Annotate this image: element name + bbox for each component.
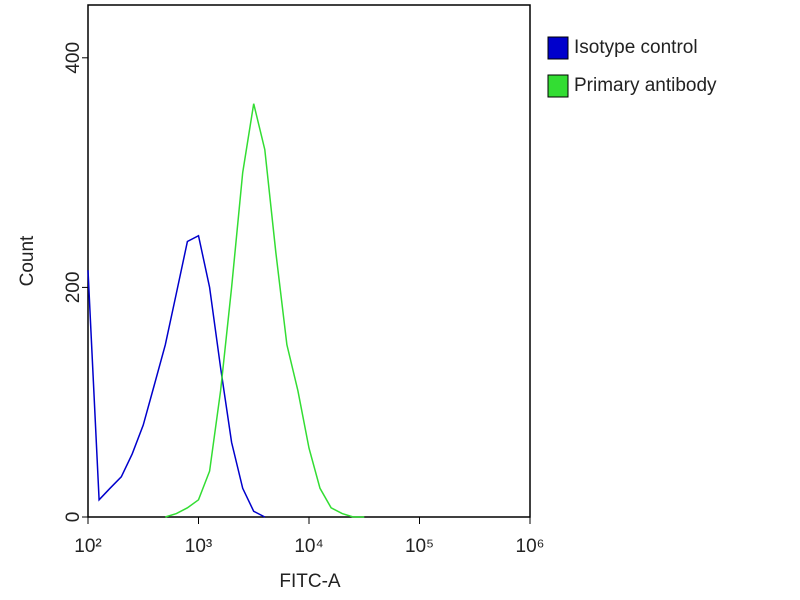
- y-tick-label: 400: [63, 42, 84, 74]
- legend-swatch: [547, 74, 569, 98]
- x-tick-label: 10²: [74, 536, 101, 557]
- x-tick-label: 10⁵: [405, 536, 434, 557]
- x-tick-label: 10³: [185, 536, 212, 557]
- y-tick-label: 200: [63, 272, 84, 304]
- series-line: [165, 103, 365, 518]
- x-axis-label: FITC-A: [279, 571, 341, 592]
- legend-label: Isotype control: [574, 37, 698, 58]
- plot-frame: [87, 4, 531, 518]
- legend-swatch: [547, 36, 569, 60]
- x-tick-label: 10⁶: [516, 536, 545, 557]
- series-line: [87, 234, 266, 518]
- x-tick-label: 10⁴: [294, 536, 323, 557]
- y-axis-label: Count: [17, 235, 38, 286]
- y-tick-label: 0: [63, 512, 84, 523]
- legend-label: Primary antibody: [574, 75, 717, 96]
